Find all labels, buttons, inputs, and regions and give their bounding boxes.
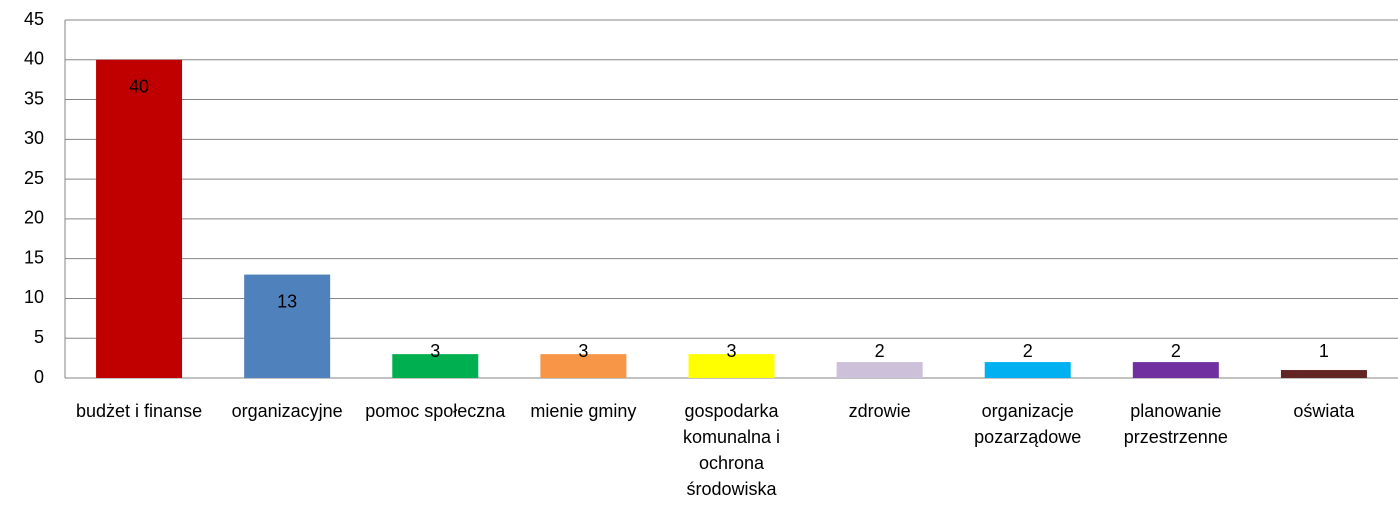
data-label: 40 [129,77,149,97]
y-tick-label: 20 [24,208,44,228]
bar [392,354,479,378]
data-label: 3 [430,341,440,361]
x-tick-label: planowanie przestrzenne [1123,401,1228,447]
data-label: 3 [578,341,588,361]
bar [1132,362,1219,378]
y-tick-label: 35 [24,88,44,108]
y-tick-label: 5 [34,327,44,347]
bar [244,274,331,378]
data-label: 2 [1023,341,1033,361]
y-tick-label: 0 [34,367,44,387]
x-tick-label: mienie gminy [530,401,637,421]
x-tick-label: organizacyjne [231,401,343,421]
data-label: 2 [875,341,885,361]
bar [836,362,923,378]
bar [688,354,775,378]
x-tick-label: organizacje pozarządowe [974,401,1082,447]
y-tick-label: 30 [24,128,44,148]
y-tick-label: 15 [24,247,44,267]
data-label: 1 [1319,341,1329,361]
bar [96,59,183,379]
data-label: 13 [277,291,297,311]
y-tick-label: 10 [24,287,44,307]
bar [540,354,627,378]
y-tick-label: 45 [24,9,44,29]
x-tick-label: gospodarka komunalna i ochrona środowisk… [682,401,781,499]
y-tick-label: 25 [24,168,44,188]
x-tick-label: oświata [1293,401,1355,421]
bar [984,362,1071,378]
y-tick-label: 40 [24,49,44,69]
data-label: 3 [726,341,736,361]
data-label: 2 [1171,341,1181,361]
x-tick-label: budżet i finanse [76,401,203,421]
bar [1280,370,1367,378]
x-tick-label: pomoc społeczna [365,401,506,421]
x-tick-label: zdrowie [848,401,911,421]
